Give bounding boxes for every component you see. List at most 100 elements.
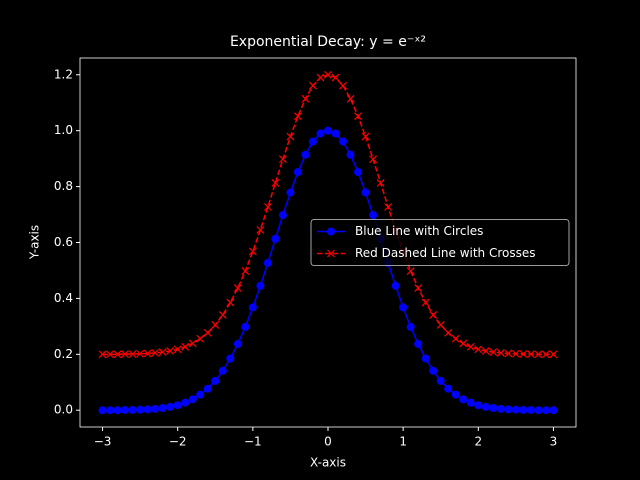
data-point — [339, 81, 347, 90]
data-point — [361, 188, 370, 197]
data-point — [113, 350, 122, 359]
chart-title: Exponential Decay: y = e⁻ˣ² — [230, 34, 426, 50]
data-point — [136, 405, 145, 414]
data-point — [241, 322, 250, 331]
x-tick-label: 3 — [550, 435, 558, 449]
data-point — [233, 284, 242, 292]
data-point — [511, 349, 520, 358]
y-tick-label: 0.8 — [54, 179, 73, 193]
data-point — [226, 298, 235, 307]
data-point — [143, 349, 152, 358]
data-point — [181, 398, 190, 407]
data-point — [376, 179, 385, 187]
data-point — [489, 403, 498, 412]
data-point — [233, 339, 242, 348]
data-point — [391, 281, 400, 290]
legend-marker — [327, 227, 335, 236]
data-point — [451, 390, 460, 399]
data-point — [309, 81, 317, 90]
data-point — [301, 94, 310, 103]
data-point — [98, 406, 107, 415]
data-point — [271, 234, 280, 243]
data-point — [481, 402, 490, 411]
data-point — [474, 401, 483, 410]
data-point — [339, 137, 348, 146]
data-point — [534, 350, 543, 359]
data-point — [113, 406, 122, 415]
y-axis-label: Y-axis — [28, 225, 42, 260]
data-point — [143, 405, 152, 414]
data-point — [121, 350, 130, 358]
data-point — [286, 132, 295, 141]
data-point — [136, 349, 145, 358]
data-point — [196, 390, 205, 399]
data-point — [504, 405, 513, 414]
data-point — [248, 303, 257, 312]
data-point — [331, 73, 340, 82]
data-point — [542, 350, 550, 359]
data-point — [444, 328, 453, 337]
legend-label: Blue Line with Circles — [355, 224, 483, 238]
data-point — [278, 155, 287, 164]
data-point — [534, 406, 543, 415]
data-point — [324, 126, 332, 135]
data-point — [466, 398, 475, 407]
data-point — [369, 211, 378, 220]
data-point — [496, 404, 505, 413]
data-point — [98, 350, 107, 359]
data-point — [218, 310, 227, 319]
data-point — [474, 345, 483, 354]
data-point — [173, 345, 182, 354]
data-point — [316, 129, 325, 138]
data-point — [316, 73, 325, 82]
x-axis-label: X-axis — [310, 456, 346, 470]
data-point — [166, 402, 175, 411]
data-point — [481, 347, 490, 355]
data-point — [466, 342, 475, 351]
data-point — [211, 376, 220, 385]
data-point — [541, 406, 550, 415]
data-point — [211, 321, 220, 329]
x-tick-label: −2 — [169, 435, 187, 449]
plot-frame — [79, 57, 577, 428]
data-point — [158, 403, 167, 412]
data-point — [106, 406, 115, 415]
data-point — [421, 354, 430, 363]
data-point — [128, 350, 137, 358]
data-point — [263, 258, 272, 267]
data-point — [331, 129, 340, 138]
data-point — [399, 303, 408, 312]
x-tick-label: 1 — [399, 435, 407, 449]
data-point — [354, 112, 362, 121]
data-point — [293, 168, 302, 177]
data-point — [263, 203, 272, 211]
x-tick-label: 0 — [324, 435, 332, 449]
data-point — [384, 203, 393, 211]
data-point — [451, 334, 460, 343]
data-point — [324, 70, 332, 79]
data-point — [196, 334, 205, 343]
data-point — [203, 328, 212, 337]
legend-box — [310, 219, 570, 266]
data-point — [519, 350, 528, 358]
data-point — [173, 401, 182, 410]
data-point — [294, 112, 302, 121]
data-point — [459, 395, 468, 404]
data-point — [256, 281, 265, 290]
y-tick-label: 1.0 — [54, 123, 73, 137]
y-tick-label: 0.6 — [54, 235, 73, 249]
data-point — [226, 354, 235, 363]
data-point — [181, 342, 190, 351]
data-point — [369, 155, 378, 164]
y-tick-label: 0.2 — [54, 347, 73, 361]
data-point — [526, 405, 535, 414]
data-point — [188, 395, 197, 404]
x-tick-label: −1 — [244, 435, 262, 449]
data-point — [106, 350, 114, 359]
data-point — [459, 339, 468, 348]
data-point — [151, 404, 160, 413]
data-point — [188, 339, 197, 348]
y-tick-label: 0.4 — [54, 291, 73, 305]
data-point — [278, 211, 287, 220]
